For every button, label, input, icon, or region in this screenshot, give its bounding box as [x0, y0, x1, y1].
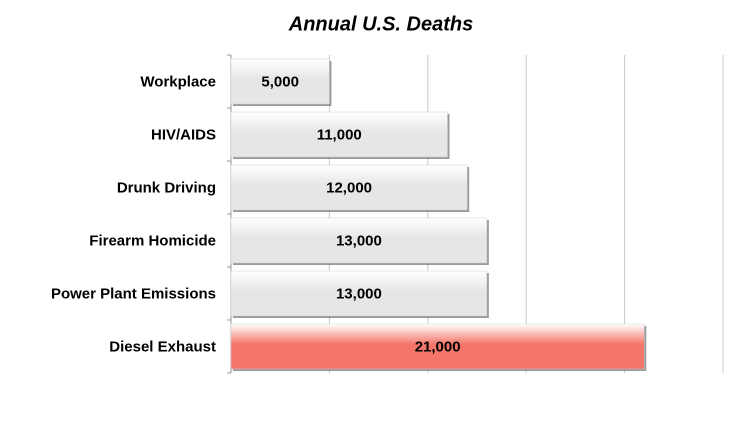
bar — [230, 58, 330, 105]
y-tick-label: Firearm Homicide — [89, 232, 216, 249]
value-label: 11,000 — [317, 126, 362, 143]
bar — [230, 164, 468, 211]
bar — [230, 217, 488, 264]
y-tick-label: HIV/AIDS — [151, 126, 216, 143]
bar — [230, 323, 645, 370]
y-tick-label: Drunk Driving — [117, 179, 216, 196]
value-label: 5,000 — [261, 73, 299, 90]
value-label: 21,000 — [415, 338, 461, 355]
bar — [230, 111, 448, 158]
y-tick-label: Workplace — [140, 73, 216, 90]
bar — [230, 270, 488, 317]
chart-title: Annual U.S. Deaths — [288, 13, 473, 35]
value-label: 13,000 — [336, 285, 382, 302]
value-label: 12,000 — [326, 179, 372, 196]
y-tick-label: Diesel Exhaust — [109, 338, 216, 355]
value-label: 13,000 — [336, 232, 382, 249]
y-tick-label: Power Plant Emissions — [51, 285, 216, 302]
